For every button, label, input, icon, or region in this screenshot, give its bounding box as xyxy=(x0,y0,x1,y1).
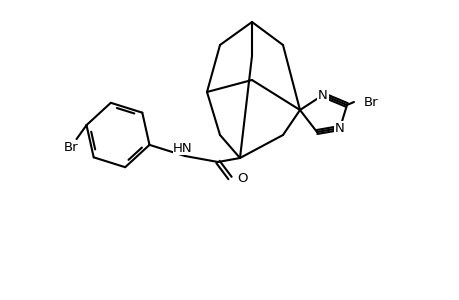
Text: N: N xyxy=(335,122,344,134)
Text: HN: HN xyxy=(173,142,192,154)
Text: O: O xyxy=(236,172,247,184)
Text: Br: Br xyxy=(64,141,78,154)
Text: N: N xyxy=(318,88,327,101)
Text: Br: Br xyxy=(363,95,378,109)
